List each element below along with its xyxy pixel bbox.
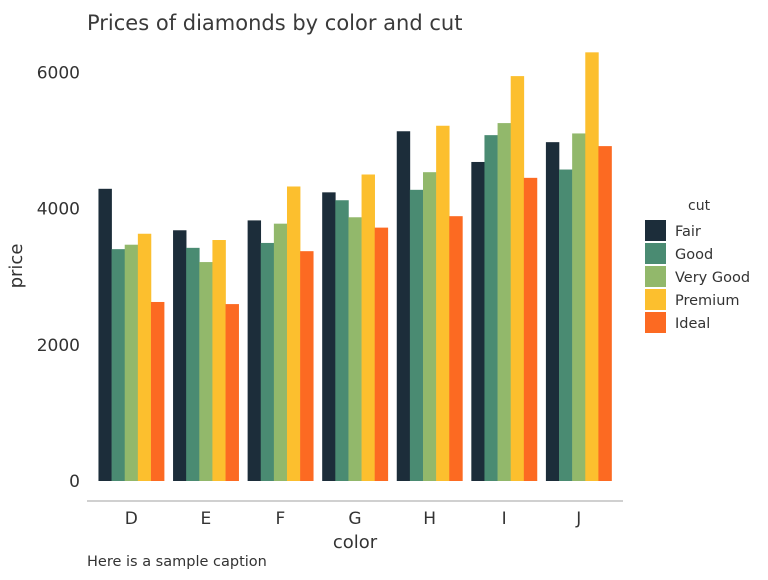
x-axis-title: color [333, 532, 378, 553]
bar-I-ideal [523, 177, 538, 481]
bar-F-fair [247, 220, 262, 481]
bar-H-very-good [423, 172, 437, 481]
y-tick-label: 0 [69, 472, 80, 492]
bar-E-good [186, 247, 200, 481]
y-tick-label: 4000 [37, 200, 80, 220]
legend: cut Fair Good Very Good Premium Ideal [645, 198, 750, 333]
bar-F-very-good [273, 223, 288, 482]
bar-D-very-good [124, 244, 139, 481]
bar-I-good [484, 135, 498, 481]
bar-D-fair [98, 188, 112, 482]
legend-key-good [645, 243, 666, 264]
bar-I-premium [510, 76, 525, 482]
legend-key-very-good [645, 266, 666, 287]
bar-H-premium [436, 125, 450, 481]
legend-title: cut [688, 198, 711, 214]
bar-H-good [409, 189, 424, 481]
bar-F-ideal [300, 251, 314, 481]
bar-E-premium [212, 240, 226, 481]
x-axis-ticks: D E F G H I J [125, 509, 581, 529]
legend-key-premium [645, 289, 666, 310]
plot-area [98, 52, 612, 482]
x-tick-label: E [201, 509, 212, 529]
bar-D-premium [137, 233, 152, 481]
x-tick-label: J [575, 509, 581, 529]
bar-J-ideal [598, 146, 612, 482]
bar-I-fair [471, 161, 485, 481]
legend-key-ideal [645, 312, 666, 333]
chart-title: Prices of diamonds by color and cut [87, 11, 462, 35]
y-tick-label: 2000 [37, 336, 80, 356]
legend-key-fair [645, 220, 666, 241]
y-tick-label: 6000 [37, 63, 80, 83]
y-axis-title: price [6, 244, 27, 289]
bar-G-premium [361, 174, 375, 481]
x-tick-label: D [125, 509, 138, 529]
bar-G-very-good [348, 217, 362, 481]
x-tick-label: H [423, 509, 436, 529]
bar-I-very-good [497, 123, 511, 481]
bar-J-premium [585, 52, 599, 482]
bar-G-fair [322, 192, 336, 481]
bar-F-premium [286, 186, 301, 482]
y-axis-ticks: 0 2000 4000 6000 [37, 63, 80, 492]
legend-label: Fair [675, 224, 701, 240]
bar-G-ideal [374, 227, 389, 481]
legend-label: Very Good [675, 270, 750, 286]
bar-J-very-good [572, 133, 586, 481]
bar-J-good [559, 169, 573, 481]
legend-label: Ideal [675, 316, 710, 332]
bar-J-fair [545, 142, 560, 481]
bar-F-good [260, 242, 275, 481]
bar-E-very-good [199, 262, 213, 481]
chart-caption: Here is a sample caption [87, 554, 267, 570]
bar-G-good [335, 200, 349, 482]
bar-D-good [111, 249, 126, 481]
bar-H-ideal [449, 216, 463, 481]
legend-label: Premium [675, 293, 740, 309]
bar-E-fair [173, 230, 187, 481]
x-tick-label: I [502, 509, 507, 529]
legend-label: Good [675, 247, 713, 263]
bar-D-ideal [150, 301, 165, 481]
bar-H-fair [396, 131, 411, 481]
x-tick-label: G [348, 509, 361, 529]
bar-E-ideal [225, 304, 239, 481]
x-tick-label: F [276, 509, 286, 529]
